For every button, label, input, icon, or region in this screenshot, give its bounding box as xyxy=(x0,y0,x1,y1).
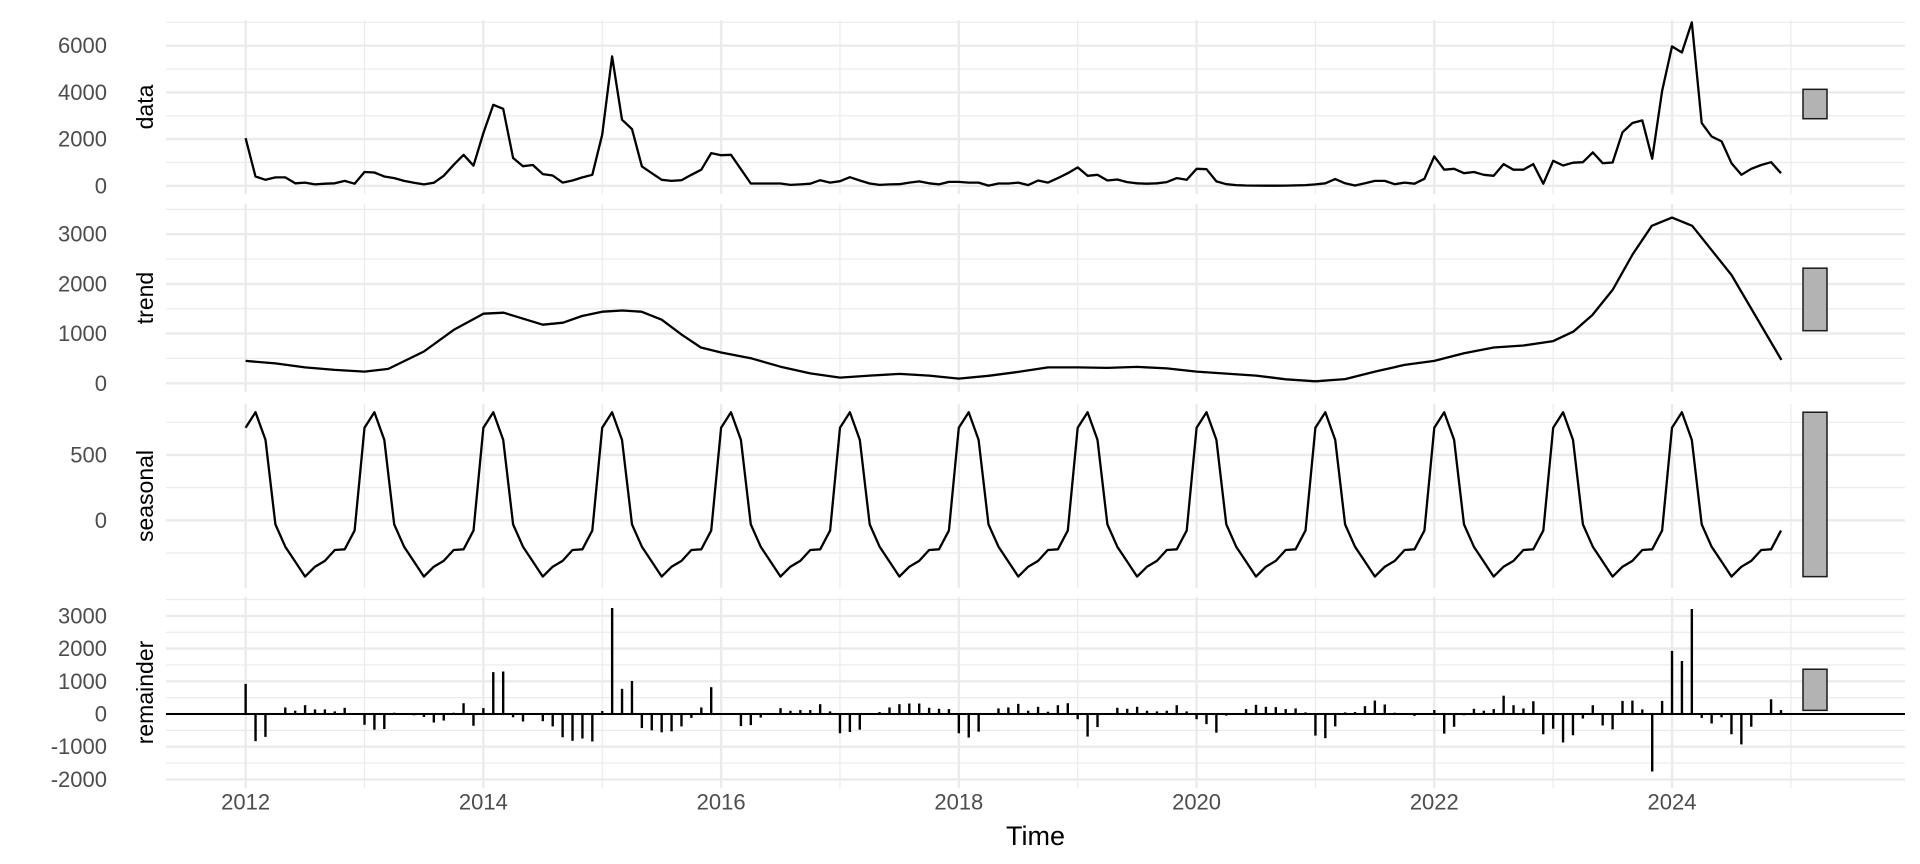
remainder-scale-bar xyxy=(1802,668,1828,712)
panel-seasonal: 0 500 seasonal xyxy=(70,404,1905,588)
trend-scale-bar xyxy=(1802,267,1828,332)
data-y-tick-label: 4000 xyxy=(58,80,107,105)
seasonal-axis-title: seasonal xyxy=(132,450,158,542)
seasonal-y-tick-label: 0 xyxy=(95,508,107,533)
seasonal-y-tick-label: 500 xyxy=(70,442,107,467)
seasonal-scale-bar xyxy=(1802,411,1828,578)
panel-data: 0 2000 4000 6000 data xyxy=(58,20,1905,198)
trend-y-tick-label: 0 xyxy=(95,371,107,396)
x-axis-title: Time xyxy=(1006,821,1065,851)
data-series-line xyxy=(244,21,1782,187)
x-tick-label: 2022 xyxy=(1410,790,1459,815)
x-tick-label: 2020 xyxy=(1172,790,1221,815)
remainder-y-tick-label: -2000 xyxy=(51,767,107,792)
x-tick-label: 2012 xyxy=(221,790,270,815)
trend-axis-title: trend xyxy=(132,272,158,324)
panel-trend: 0 1000 2000 3000 trend xyxy=(58,204,1905,396)
panel-remainder: -2000 -1000 0 1000 2000 3000 remainder xyxy=(51,597,1905,792)
data-scale-bar xyxy=(1802,88,1828,120)
trend-y-tick-label: 1000 xyxy=(58,321,107,346)
data-y-tick-label: 0 xyxy=(95,173,107,198)
x-tick-label: 2016 xyxy=(697,790,746,815)
x-tick-label: 2014 xyxy=(459,790,508,815)
remainder-y-tick-label: 2000 xyxy=(58,636,107,661)
remainder-axis-title: remainder xyxy=(132,640,158,744)
x-tick-label: 2018 xyxy=(934,790,983,815)
data-y-tick-label: 6000 xyxy=(58,33,107,58)
data-axis-title: data xyxy=(132,84,158,129)
data-y-tick-label: 2000 xyxy=(58,127,107,152)
remainder-y-tick-label: -1000 xyxy=(51,734,107,759)
remainder-y-tick-label: 3000 xyxy=(58,603,107,628)
seasonal-series-line xyxy=(244,411,1783,578)
trend-y-tick-label: 2000 xyxy=(58,271,107,296)
remainder-y-tick-label: 0 xyxy=(95,702,107,727)
x-tick-label: 2024 xyxy=(1648,790,1697,815)
remainder-y-tick-label: 1000 xyxy=(58,669,107,694)
trend-series-line xyxy=(245,216,1783,383)
trend-y-tick-label: 3000 xyxy=(58,222,107,247)
